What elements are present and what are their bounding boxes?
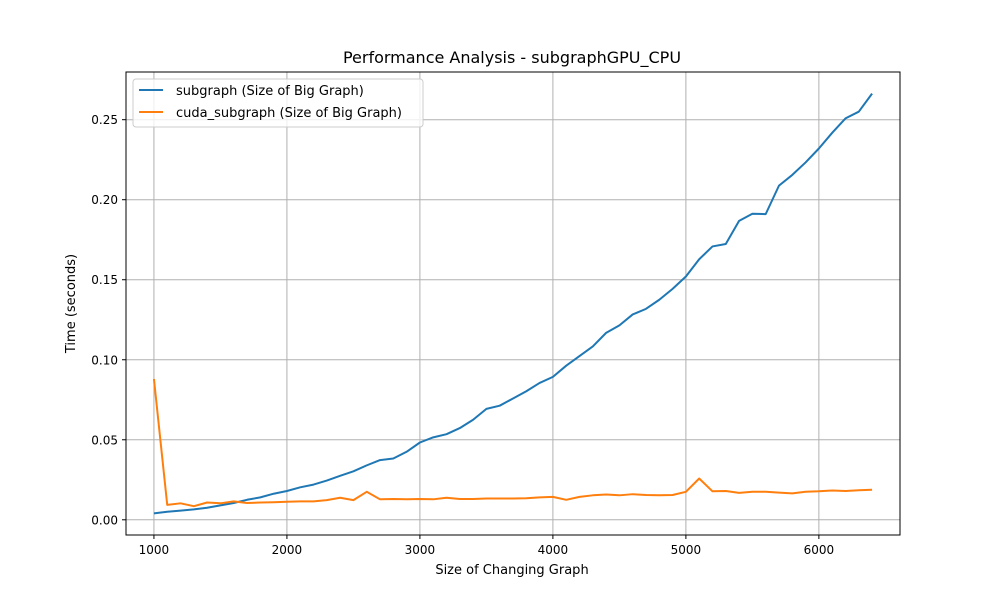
series-line-cuda-subgraph (152, 378, 873, 508)
x-tick-label: 6000 (804, 543, 835, 557)
x-tick-label: 2000 (272, 543, 303, 557)
legend-label-subgraph: subgraph (Size of Big Graph) (176, 84, 364, 99)
legend-label-cuda-subgraph: cuda_subgraph (Size of Big Graph) (176, 106, 402, 121)
y-tick-label: 0.05 (91, 433, 118, 447)
x-tick-label: 1000 (139, 543, 170, 557)
y-tick-label: 0.00 (91, 513, 118, 527)
y-tick-label: 0.15 (91, 273, 118, 287)
plot-frame (125, 71, 901, 536)
series-line-subgraph (153, 93, 873, 515)
y-axis-label: Time (seconds) (64, 254, 79, 354)
legend: subgraph (Size of Big Graph) cuda_subgra… (132, 78, 424, 128)
y-tick-label: 0.20 (91, 193, 118, 207)
axis-ticks: 1000 2000 3000 4000 5000 6000 0.00 0.05 0.10 0.15… (91, 113, 834, 557)
x-tick-label: 3000 (405, 543, 436, 557)
y-tick-label: 0.25 (91, 113, 118, 127)
legend-frame (132, 78, 424, 128)
x-axis-label: Size of Changing Graph (435, 563, 588, 578)
y-tick-label: 0.10 (91, 353, 118, 367)
x-tick-label: 4000 (538, 543, 569, 557)
chart-title: Performance Analysis - subgraphGPU_CPU (343, 48, 681, 68)
series-lines (152, 93, 873, 515)
x-tick-label: 5000 (671, 543, 702, 557)
grid-lines (126, 72, 900, 535)
